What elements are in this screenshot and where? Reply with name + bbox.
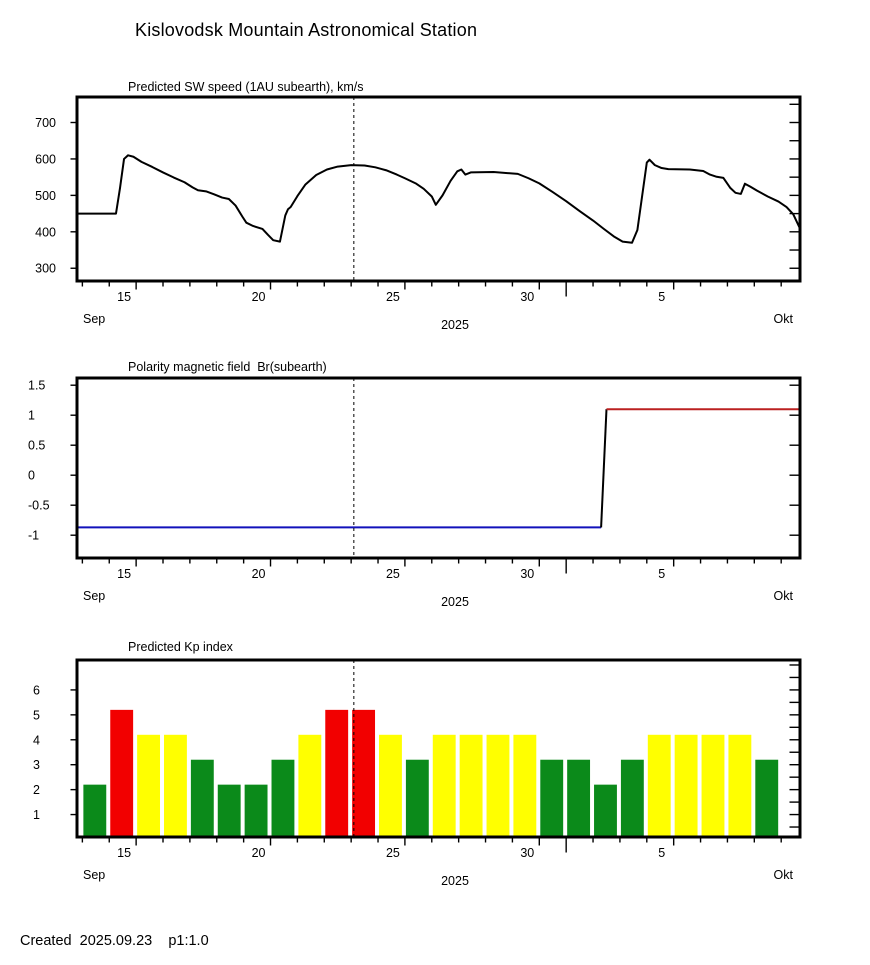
plot-frame [75, 658, 802, 839]
y-tick-label: 1.5 [28, 379, 45, 393]
created-timestamp: Created 2025.09.23 p1:1.0 [20, 933, 209, 949]
y-tick-label: 1 [33, 808, 40, 822]
kp-bar [486, 734, 510, 837]
y-tick-label: 600 [35, 152, 56, 166]
x-tick-label: 15 [117, 846, 131, 860]
kp-bar [728, 734, 752, 837]
kp-index-chart-title: Predicted Kp index [128, 640, 233, 654]
kp-index-chart: Predicted Kp index 1 2 3 4 5 6 15 20 25 30 5 Sep 202… [0, 630, 870, 896]
x-axis-right-month-label: Okt [774, 868, 794, 882]
kp-bar [379, 734, 402, 837]
kp-bar [190, 759, 214, 837]
sw-speed-chart-title: Predicted SW speed (1AU subearth), km/s [128, 80, 364, 94]
polarity-chart-title: Polarity magnetic field Br(subearth) [128, 360, 327, 374]
y-tick-label: 1 [28, 409, 35, 423]
kp-bar [137, 734, 161, 837]
y-tick-label: -0.5 [28, 499, 50, 513]
y-tick-label: 0 [28, 469, 35, 483]
polarity-chart: Polarity magnetic field Br(subearth) -1 -… [0, 350, 870, 612]
kp-bar [298, 734, 322, 837]
page-title: Kislovodsk Mountain Astronomical Station [135, 20, 478, 40]
x-tick-label: 15 [117, 290, 131, 304]
x-axis-left-month-label: Sep [83, 312, 105, 326]
kp-bar [513, 734, 537, 837]
x-tick-label: 20 [252, 567, 266, 581]
kp-bar [405, 759, 429, 837]
sw-speed-chart: Predicted SW speed (1AU subearth), km/s … [0, 70, 870, 336]
kp-bar [594, 784, 617, 837]
transition-line [600, 409, 608, 528]
y-tick-label: 700 [35, 116, 56, 130]
x-tick-label: 25 [386, 846, 400, 860]
y-tick-label: 400 [35, 225, 56, 239]
x-tick-label: 5 [658, 846, 665, 860]
x-axis-year-label: 2025 [441, 595, 469, 609]
y-tick-label: 6 [33, 683, 40, 697]
kp-bar [271, 759, 295, 837]
plot-frame [75, 95, 802, 283]
x-tick-label: 25 [386, 290, 400, 304]
kp-bar [701, 734, 725, 837]
x-tick-label: 5 [658, 567, 665, 581]
x-axis-year-label: 2025 [441, 874, 469, 888]
y-tick-label: 2 [33, 783, 40, 797]
kp-bar [755, 759, 779, 837]
x-tick-label: 20 [252, 290, 266, 304]
x-tick-label: 30 [520, 290, 534, 304]
x-axis-right-month-label: Okt [774, 589, 794, 603]
x-axis-left-month-label: Sep [83, 589, 105, 603]
y-tick-label: 3 [33, 758, 40, 772]
kp-bar [217, 784, 241, 837]
x-tick-label: 25 [386, 567, 400, 581]
kp-bar [352, 709, 376, 837]
kp-bar [83, 784, 107, 837]
kp-bar [325, 709, 349, 837]
x-tick-label: 30 [520, 567, 534, 581]
kp-bar [110, 709, 134, 837]
kp-bar [164, 734, 187, 837]
x-tick-label: 20 [252, 846, 266, 860]
kp-bar [459, 734, 483, 837]
plot-frame [75, 376, 802, 560]
y-tick-label: -1 [28, 529, 39, 543]
kp-bar [567, 759, 591, 837]
x-axis-left-month-label: Sep [83, 868, 105, 882]
y-tick-label: 500 [35, 189, 56, 203]
x-axis-right-month-label: Okt [774, 312, 794, 326]
kp-bar [540, 759, 564, 837]
kp-bar [244, 784, 268, 837]
x-axis-year-label: 2025 [441, 318, 469, 332]
kp-bar [620, 759, 644, 837]
kp-bar [432, 734, 456, 837]
x-tick-label: 15 [117, 567, 131, 581]
kp-bar [674, 734, 698, 837]
kp-bar [647, 734, 671, 837]
y-tick-label: 5 [33, 708, 40, 722]
y-tick-label: 300 [35, 262, 56, 276]
y-tick-label: 4 [33, 733, 40, 747]
y-tick-label: 0.5 [28, 439, 45, 453]
speed-curve [77, 154, 801, 244]
x-tick-label: 5 [658, 290, 665, 304]
x-tick-label: 30 [520, 846, 534, 860]
